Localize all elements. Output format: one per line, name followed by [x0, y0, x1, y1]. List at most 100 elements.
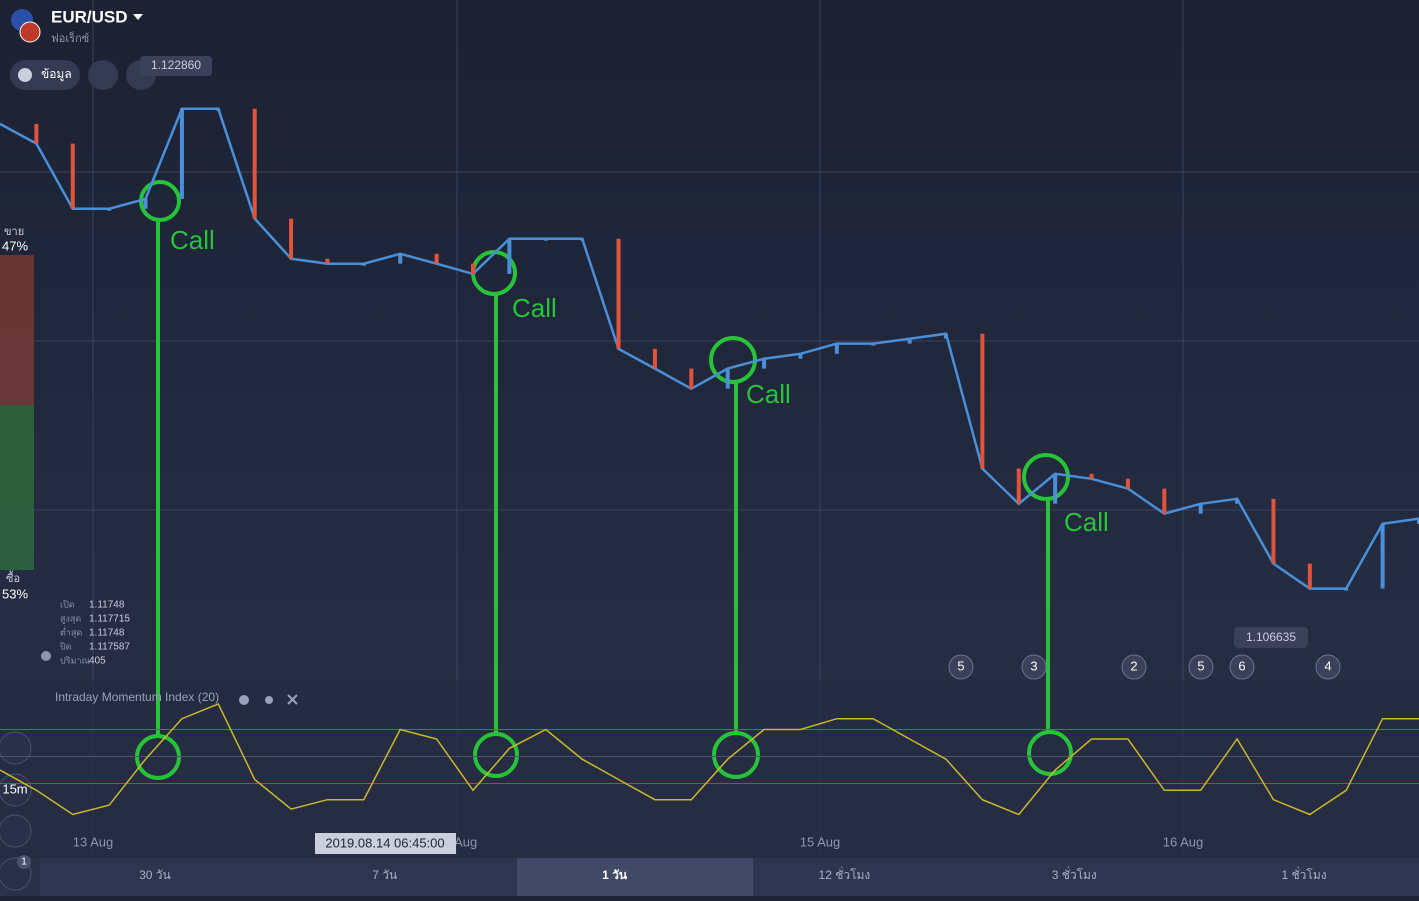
timeframe[interactable]: 1 วัน — [602, 868, 628, 882]
candle — [1089, 473, 1094, 479]
badge — [1315, 654, 1341, 680]
call-label: Call — [512, 293, 557, 323]
date-label: 16 Aug — [1163, 834, 1204, 849]
candle — [1016, 468, 1021, 504]
indicator-count-badge — [17, 855, 31, 869]
ohlc-key: ปิด — [60, 641, 72, 651]
call-label: Call — [1064, 507, 1109, 537]
high-price: 1.122860 — [151, 58, 201, 72]
grid — [0, 0, 1419, 858]
candle — [616, 238, 621, 349]
badge — [1121, 654, 1147, 680]
indicator-line — [0, 702, 1419, 816]
ohlc-key: ต่ำสุด — [60, 625, 82, 638]
timeframe-selected — [517, 858, 753, 896]
timeframe[interactable]: 7 วัน — [372, 868, 397, 882]
timeframe[interactable]: 1 ชั่วโมง — [1282, 866, 1327, 882]
candle — [325, 258, 330, 264]
candle — [798, 353, 803, 359]
candle — [1344, 588, 1349, 591]
candle — [834, 343, 839, 354]
info-icon — [18, 68, 32, 82]
candle — [361, 263, 366, 266]
candle — [543, 238, 548, 241]
event-badges: 5 3 2 5 6 4 — [948, 654, 1341, 680]
candle — [1235, 498, 1240, 504]
badge-label: 6 — [1238, 658, 1245, 673]
timeframe[interactable]: 12 ชั่วโมง — [819, 866, 871, 882]
call-label: Call — [746, 379, 791, 409]
candle — [471, 263, 475, 274]
indicator-title: Intraday Momentum Index (20) — [55, 690, 219, 704]
badge — [948, 654, 974, 680]
dropdown-arrow[interactable] — [133, 14, 143, 20]
timeframe[interactable]: 30 วัน — [139, 868, 171, 882]
candle — [907, 338, 912, 344]
date-label: 13 Aug — [73, 834, 114, 849]
timeframes: 30 วัน 7 วัน 1 วัน 12 ชั่วโมง 3 ชั่วโมง 1 ชั่… — [139, 866, 1327, 882]
candle — [762, 358, 767, 369]
buy-percent: 53% — [2, 586, 28, 601]
badge-label: 4 — [1324, 658, 1331, 673]
badge — [1229, 654, 1255, 680]
ohlc-key: สูงสุด — [60, 613, 81, 624]
sell-label: ขาย — [4, 226, 24, 238]
candle — [179, 108, 184, 199]
candle — [1417, 518, 1419, 524]
badge-label: 5 — [957, 658, 964, 673]
badge — [1021, 654, 1047, 680]
low-price-tag — [1234, 627, 1308, 648]
interval[interactable]: 15m — [2, 781, 27, 796]
candle — [143, 198, 148, 209]
candle — [725, 368, 730, 389]
candle — [289, 218, 294, 259]
candle — [34, 123, 39, 144]
indicator-count: 1 — [21, 857, 27, 868]
high-price-tag — [140, 56, 212, 76]
info-label[interactable]: ข้อมูล — [41, 67, 72, 82]
symbol[interactable]: EUR/USD — [51, 7, 128, 26]
indicator-panel — [0, 680, 1419, 858]
badge — [1188, 654, 1214, 680]
candle — [944, 333, 948, 339]
badge-label: 2 — [1130, 658, 1137, 673]
ohlc-value: 1.117587 — [89, 642, 130, 653]
ohlc-value: 1.117715 — [89, 614, 130, 625]
ohlc-value: 405 — [89, 656, 106, 667]
candle — [1162, 488, 1167, 514]
candle — [871, 343, 876, 346]
candle — [252, 108, 257, 219]
market: ฟอเร็กซ์ — [51, 31, 90, 45]
candle — [1380, 523, 1385, 589]
candle — [1307, 563, 1312, 589]
candle — [689, 368, 694, 389]
ohlc-value: 1.11748 — [89, 628, 125, 639]
badge-label: 5 — [1197, 658, 1204, 673]
candle — [1125, 478, 1130, 489]
ohlc-key: ปริมาณ — [60, 655, 90, 665]
candle — [434, 253, 439, 264]
indicator-controls[interactable] — [239, 694, 298, 705]
info-button[interactable] — [10, 60, 80, 90]
crosshair-time: 2019.08.14 06:45:00 — [325, 835, 444, 850]
candle — [580, 238, 585, 241]
call-markers — [135, 180, 1073, 780]
candle — [507, 238, 512, 274]
candle — [980, 333, 985, 469]
buy-bar — [0, 405, 34, 570]
ohlc-box: เปิด 1.11748 สูงสุด 1.117715 ต่ำสุด 1.11748 ปิ… — [41, 599, 130, 667]
badge-label: 3 — [1030, 658, 1037, 673]
candle — [1198, 503, 1203, 514]
candle — [1053, 473, 1058, 504]
timeframe[interactable]: 3 ชั่วโมง — [1052, 866, 1097, 882]
sell-bar — [0, 255, 34, 405]
sell-percent: 47% — [2, 238, 28, 253]
buy-label: ซื้อ — [6, 570, 20, 585]
candle — [107, 208, 112, 211]
alert-button[interactable] — [88, 60, 118, 90]
call-label: Call — [170, 225, 215, 255]
flag-us — [19, 21, 41, 43]
ohlc-key: เปิด — [60, 599, 75, 609]
